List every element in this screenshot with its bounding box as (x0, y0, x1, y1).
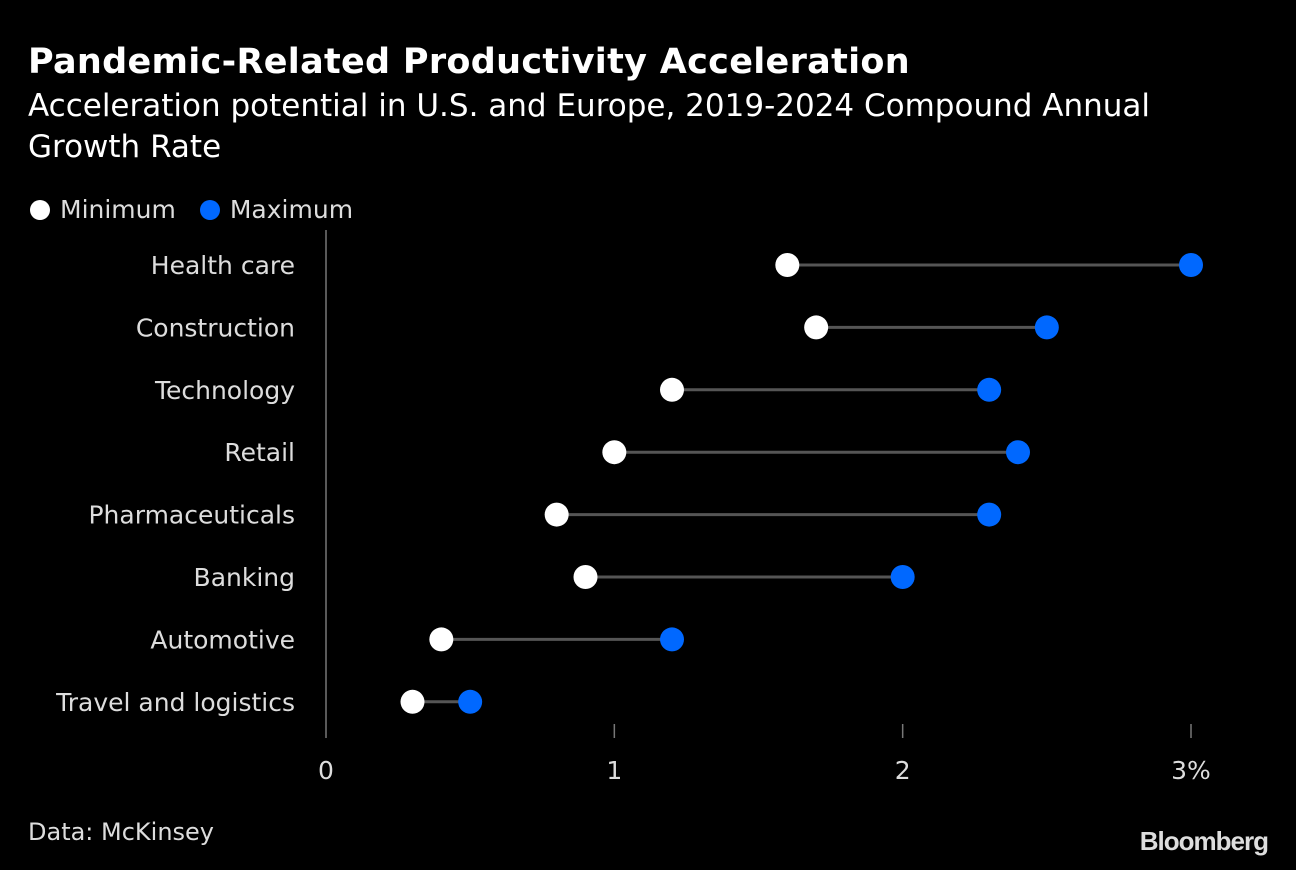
min-point (660, 377, 684, 402)
category-label: Travel and logistics (55, 688, 295, 717)
x-tick-label: 3% (1171, 756, 1211, 785)
min-point (544, 502, 569, 527)
category-label: Banking (194, 563, 295, 592)
max-point (890, 565, 915, 589)
legend: Minimum Maximum (30, 195, 377, 224)
category-label: Construction (136, 313, 295, 342)
legend-item-minimum: Minimum (30, 195, 176, 224)
chart-title: Pandemic-Related Productivity Accelerati… (28, 42, 910, 82)
x-tick-label: 0 (318, 756, 334, 785)
x-tick-label: 1 (606, 756, 622, 785)
max-point (977, 377, 1002, 402)
legend-swatch-minimum (30, 199, 50, 220)
min-point (804, 315, 829, 340)
category-label: Retail (224, 438, 295, 467)
category-label: Technology (154, 376, 295, 405)
bloomberg-logo: Bloomberg (1139, 826, 1269, 856)
legend-item-maximum: Maximum (199, 195, 354, 224)
min-point (573, 565, 598, 589)
max-point (1034, 315, 1059, 340)
max-point (458, 689, 483, 714)
category-label: Health care (151, 251, 295, 280)
legend-label: Maximum (229, 195, 354, 224)
min-point (429, 627, 454, 652)
min-point (602, 440, 627, 465)
category-label: Pharmaceuticals (88, 501, 295, 530)
x-tick-label: 2 (895, 756, 911, 785)
max-point (1006, 440, 1030, 465)
min-point (400, 689, 425, 714)
category-label: Automotive (150, 625, 295, 654)
max-point (977, 502, 1002, 527)
max-point (660, 627, 684, 652)
source-note: Data: McKinsey (28, 818, 215, 846)
min-point (775, 253, 800, 277)
chart-subtitle: Acceleration potential in U.S. and Europ… (28, 88, 1151, 165)
legend-swatch-maximum (199, 199, 220, 220)
max-point (1179, 253, 1203, 277)
legend-label: Minimum (60, 195, 176, 224)
